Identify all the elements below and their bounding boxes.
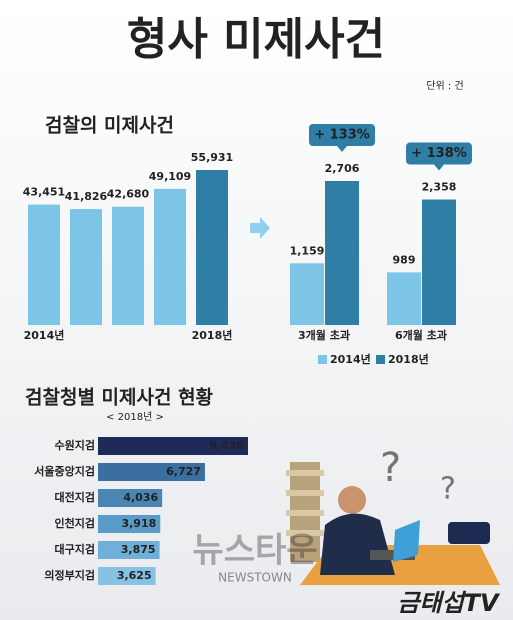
legend-label: 2018년 xyxy=(388,352,429,366)
value-label: 4,036 xyxy=(123,491,158,504)
bar xyxy=(70,209,102,325)
bar xyxy=(154,188,186,325)
annotation-bubble xyxy=(309,124,375,146)
annotation-pointer xyxy=(434,164,444,171)
annotation-bubble xyxy=(406,142,472,165)
value-label: 3,625 xyxy=(117,569,152,582)
bar xyxy=(112,206,144,325)
value-label: 49,109 xyxy=(149,170,191,183)
bar xyxy=(422,199,456,325)
bar xyxy=(98,567,156,585)
value-label: 9,438 xyxy=(209,439,244,452)
chart-subtitle: < 2018년 > xyxy=(106,411,164,423)
y-tick-label: 서울중앙지검 xyxy=(34,464,95,478)
svg-text:?: ? xyxy=(440,472,456,507)
arrow xyxy=(250,217,270,239)
chart-title: 검찰의 미제사건 xyxy=(45,115,174,137)
x-tick-label: 3개월 초과 xyxy=(298,328,350,342)
value-label: 2,358 xyxy=(422,181,457,194)
watermark: 뉴스타운 xyxy=(192,531,317,571)
annotation: + 133% xyxy=(314,128,370,143)
value-label: 55,931 xyxy=(191,151,233,164)
legend-swatch xyxy=(376,355,385,364)
logo: 금태섭TV xyxy=(397,589,501,617)
value-label: 3,918 xyxy=(121,517,156,530)
x-tick-label: 2014년 xyxy=(24,328,65,342)
bar xyxy=(28,204,60,325)
x-tick-label: 6개월 초과 xyxy=(395,328,447,342)
bar xyxy=(98,489,163,507)
value-label: 6,727 xyxy=(166,465,201,478)
y-tick-label: 수원지검 xyxy=(55,438,95,452)
y-tick-label: 대전지검 xyxy=(55,490,95,504)
illustration: ? ? xyxy=(286,445,500,585)
bar xyxy=(290,263,324,325)
bar xyxy=(387,272,421,325)
x-tick-label: 2018년 xyxy=(192,328,233,342)
value-label: 1,159 xyxy=(290,244,325,257)
value-label: 3,875 xyxy=(121,543,156,556)
y-tick-label: 대구지검 xyxy=(55,542,95,556)
annotation-pointer xyxy=(337,146,347,152)
value-label: 43,451 xyxy=(23,186,65,199)
bar xyxy=(196,170,228,325)
unit: 단위 : 건 xyxy=(426,79,463,92)
legend-swatch xyxy=(318,355,327,364)
bar xyxy=(98,437,248,455)
y-tick-label: 의정부지검 xyxy=(44,568,95,582)
value-label: 41,826 xyxy=(65,190,108,203)
value-label: 2,706 xyxy=(325,162,360,175)
y-tick-label: 인천지검 xyxy=(55,516,95,530)
annotation: + 138% xyxy=(411,146,467,161)
bar xyxy=(98,463,205,481)
page-title: 형사 미제사건 xyxy=(127,14,385,65)
legend-label: 2014년 xyxy=(330,352,371,366)
value-label: 42,680 xyxy=(107,188,150,201)
value-label: 989 xyxy=(393,253,416,266)
svg-text:?: ? xyxy=(380,445,401,491)
watermark-sub: NEWSTOWN xyxy=(218,571,292,585)
chart-title: 검찰청별 미제사건 현황 xyxy=(25,386,214,409)
bar xyxy=(98,541,160,559)
bar xyxy=(98,515,161,533)
bar xyxy=(325,181,359,325)
